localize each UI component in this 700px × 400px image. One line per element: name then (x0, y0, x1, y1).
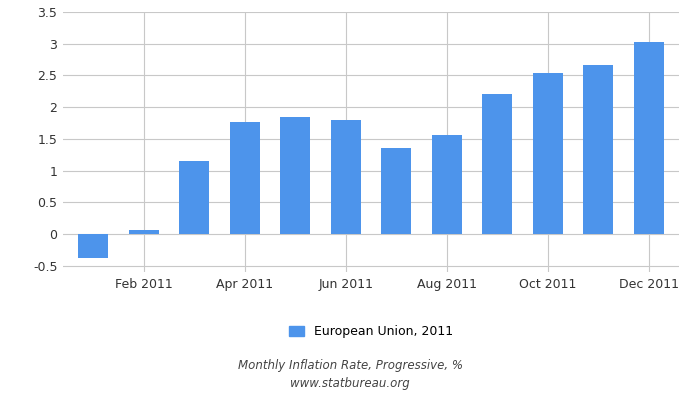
Bar (78, 234, 108, 258)
Legend: European Union, 2011: European Union, 2011 (289, 325, 453, 338)
Bar (432, 135, 462, 234)
Text: www.statbureau.org: www.statbureau.org (290, 378, 410, 390)
Bar (330, 120, 361, 234)
Bar (634, 42, 664, 234)
Bar (230, 122, 260, 234)
Bar (381, 148, 412, 234)
Bar (280, 117, 310, 234)
Bar (179, 161, 209, 234)
Bar (583, 65, 613, 234)
Bar (533, 73, 563, 234)
Bar (129, 230, 159, 234)
Text: Monthly Inflation Rate, Progressive, %: Monthly Inflation Rate, Progressive, % (237, 360, 463, 372)
Bar (482, 94, 512, 234)
